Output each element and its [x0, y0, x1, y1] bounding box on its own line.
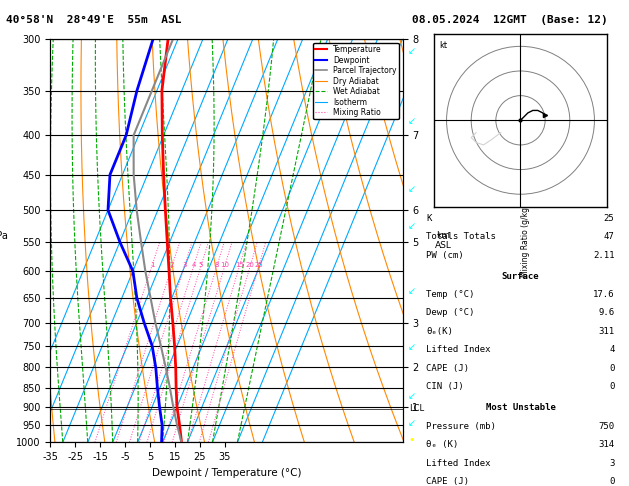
Text: Lifted Index: Lifted Index — [426, 346, 491, 354]
Text: CAPE (J): CAPE (J) — [426, 477, 469, 486]
Text: 314: 314 — [598, 440, 615, 449]
Text: ↙: ↙ — [408, 46, 416, 56]
Text: θₑ(K): θₑ(K) — [426, 327, 454, 336]
Text: 08.05.2024  12GMT  (Base: 12): 08.05.2024 12GMT (Base: 12) — [412, 15, 608, 25]
Text: 3: 3 — [182, 262, 187, 268]
Text: Lifted Index: Lifted Index — [426, 459, 491, 468]
Text: 40°58'N  28°49'E  55m  ASL: 40°58'N 28°49'E 55m ASL — [6, 15, 182, 25]
Text: Pressure (mb): Pressure (mb) — [426, 422, 496, 431]
Text: CAPE (J): CAPE (J) — [426, 364, 469, 373]
Text: PW (cm): PW (cm) — [426, 251, 464, 260]
Text: ↙: ↙ — [408, 391, 416, 401]
Text: 4: 4 — [609, 346, 615, 354]
Text: 3: 3 — [609, 459, 615, 468]
Text: Temp (°C): Temp (°C) — [426, 290, 475, 299]
Text: Mixing Ratio (g/kg): Mixing Ratio (g/kg) — [521, 204, 530, 277]
Text: CIN (J): CIN (J) — [426, 382, 464, 391]
Text: 0: 0 — [609, 477, 615, 486]
Text: K: K — [426, 214, 432, 223]
Text: ↙: ↙ — [408, 343, 416, 352]
Text: θₑ (K): θₑ (K) — [426, 440, 459, 449]
Text: 311: 311 — [598, 327, 615, 336]
Text: ↙: ↙ — [408, 287, 416, 296]
Text: ↙: ↙ — [408, 221, 416, 231]
Text: 1: 1 — [150, 262, 154, 268]
Text: Most Unstable: Most Unstable — [486, 403, 555, 412]
Text: ↙: ↙ — [408, 185, 416, 194]
Legend: Temperature, Dewpoint, Parcel Trajectory, Dry Adiabat, Wet Adiabat, Isotherm, Mi: Temperature, Dewpoint, Parcel Trajectory… — [313, 43, 399, 120]
Text: ↙: ↙ — [408, 418, 416, 428]
Text: Surface: Surface — [502, 272, 539, 280]
Text: 8: 8 — [215, 262, 220, 268]
Y-axis label: hPa: hPa — [0, 230, 8, 241]
Text: 10: 10 — [220, 262, 230, 268]
Text: 9.6: 9.6 — [598, 309, 615, 317]
Text: 0: 0 — [609, 382, 615, 391]
Text: LCL: LCL — [409, 404, 425, 413]
Text: 25: 25 — [604, 214, 615, 223]
Text: 20: 20 — [246, 262, 255, 268]
Text: 47: 47 — [604, 232, 615, 241]
Text: 4: 4 — [192, 262, 196, 268]
Text: 750: 750 — [598, 422, 615, 431]
X-axis label: Dewpoint / Temperature (°C): Dewpoint / Temperature (°C) — [152, 468, 301, 478]
Text: kt: kt — [439, 41, 447, 51]
Text: Totals Totals: Totals Totals — [426, 232, 496, 241]
Text: ↙: ↙ — [408, 117, 416, 126]
Text: 2: 2 — [170, 262, 174, 268]
Text: Dewp (°C): Dewp (°C) — [426, 309, 475, 317]
Text: 0: 0 — [609, 364, 615, 373]
Y-axis label: km
ASL: km ASL — [435, 231, 452, 250]
Text: 17.6: 17.6 — [593, 290, 615, 299]
Text: 15: 15 — [235, 262, 244, 268]
Text: 5: 5 — [199, 262, 203, 268]
Text: •: • — [409, 435, 415, 445]
Text: 25: 25 — [255, 262, 264, 268]
Text: 2.11: 2.11 — [593, 251, 615, 260]
